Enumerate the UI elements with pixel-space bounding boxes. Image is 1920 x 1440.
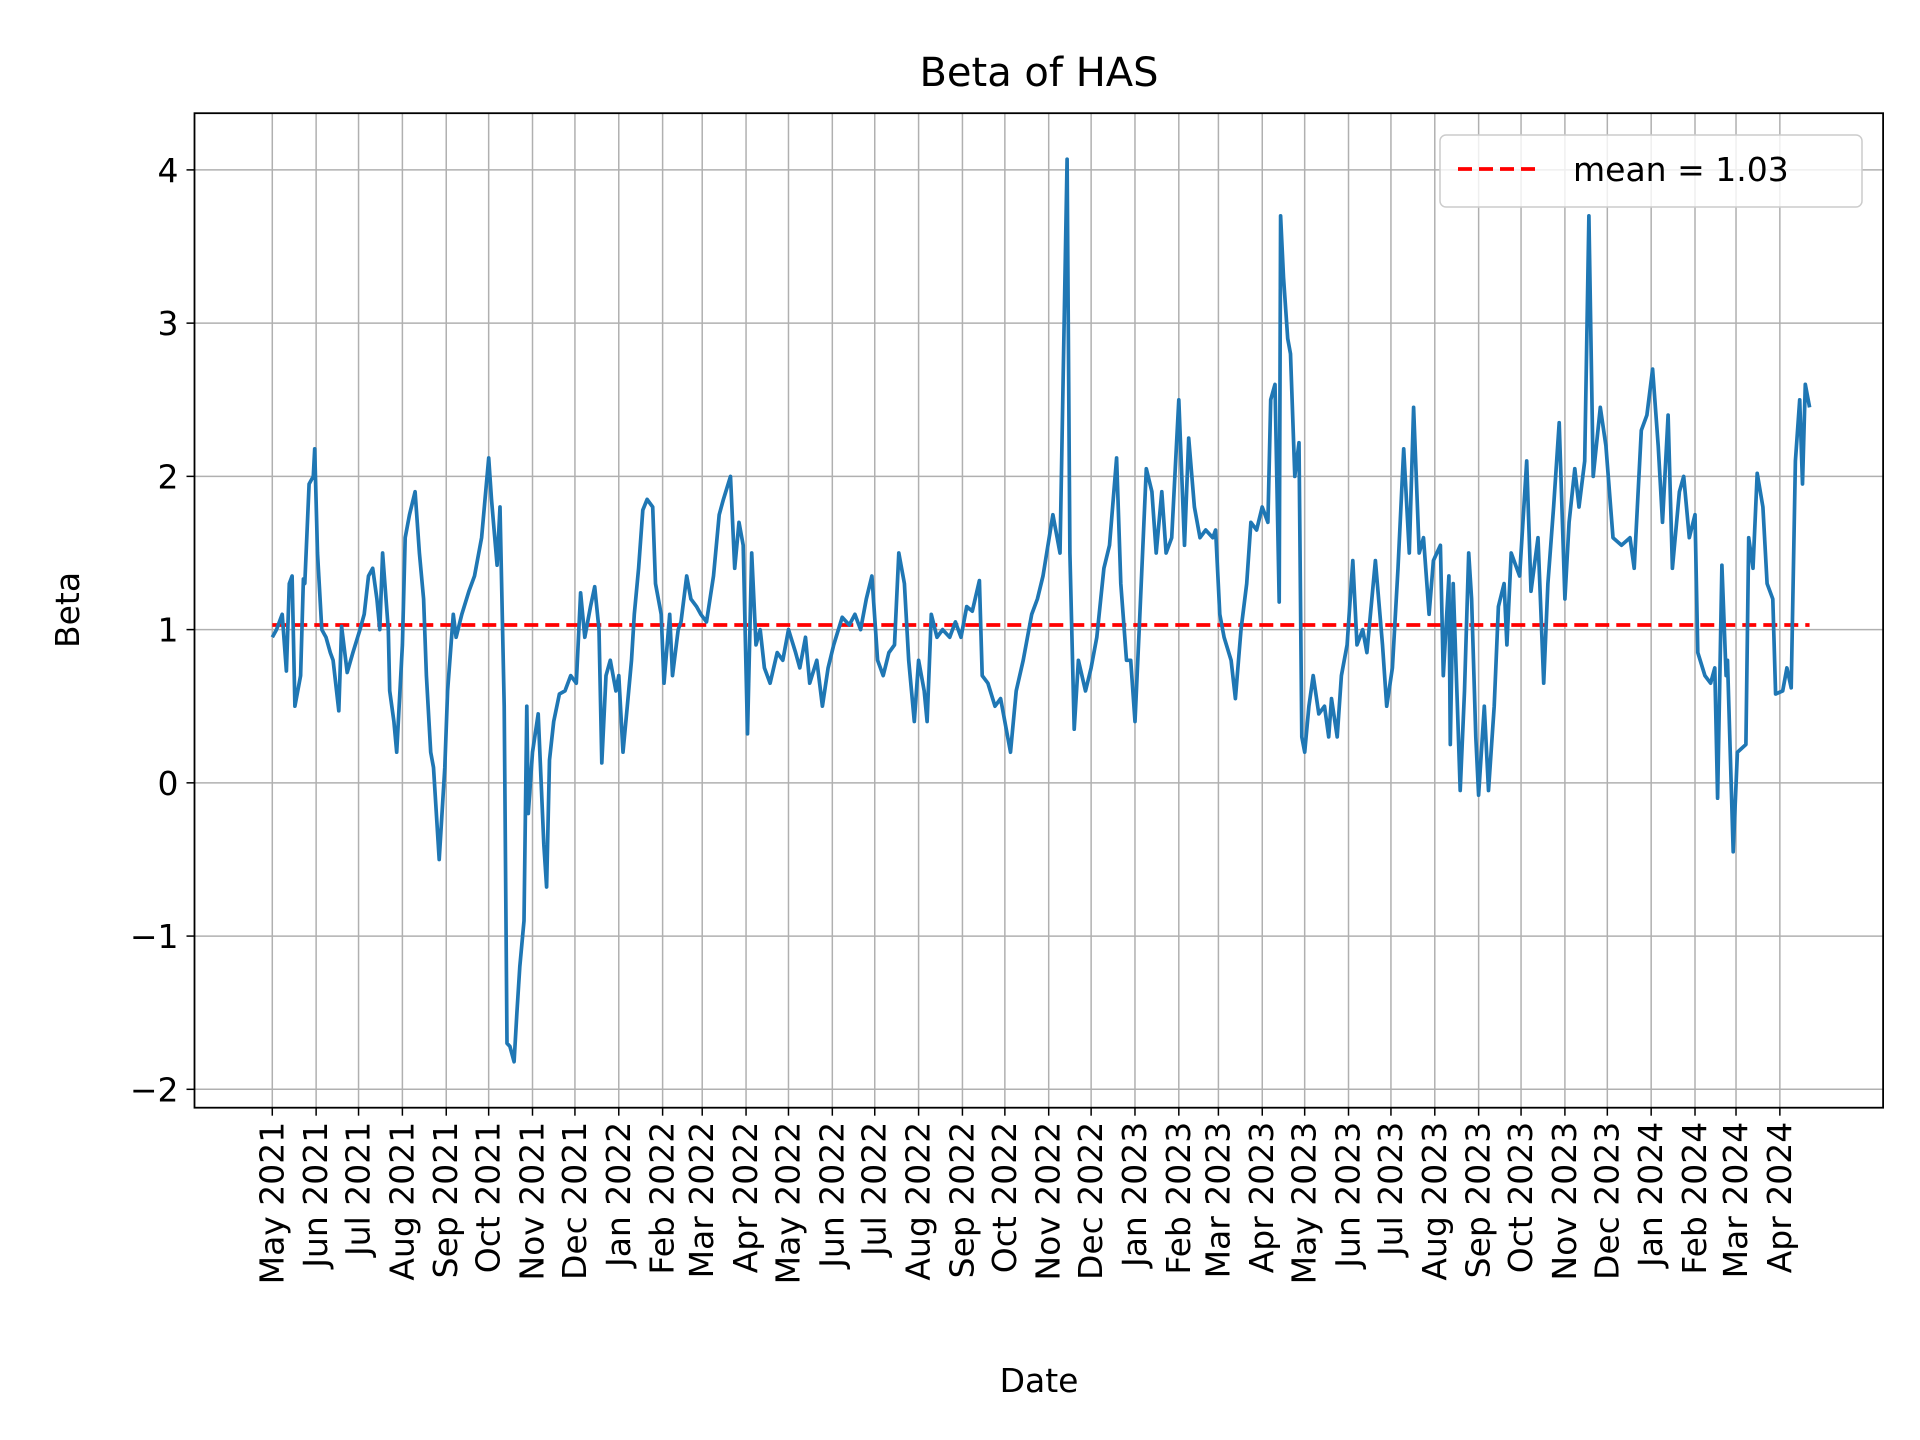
x-tick-label: Nov 2022 [1029, 1122, 1068, 1281]
y-tick-label: 3 [158, 304, 179, 343]
y-tick-label: 1 [158, 611, 179, 650]
x-tick-label: Nov 2023 [1545, 1122, 1584, 1281]
legend-box [1439, 134, 1863, 208]
y-tick-label: 4 [158, 151, 179, 190]
x-tick-label: Apr 2022 [726, 1122, 765, 1274]
x-tick-label: Jun 2021 [296, 1122, 335, 1270]
x-tick-label: May 2022 [768, 1122, 807, 1285]
y-axis-ticks: −2 −1 0 1 2 3 4 [130, 151, 195, 1109]
x-tick-label: Dec 2022 [1071, 1122, 1110, 1280]
legend: mean = 1.03 [1439, 134, 1863, 208]
x-tick-label: Dec 2021 [555, 1122, 594, 1280]
x-tick-label: Aug 2023 [1415, 1122, 1454, 1281]
x-tick-label: Jul 2021 [339, 1122, 378, 1258]
x-tick-label: Jun 2023 [1329, 1122, 1368, 1270]
y-tick-label: 2 [158, 457, 179, 496]
y-tick-label: 0 [158, 764, 179, 803]
y-tick-label: −1 [130, 917, 179, 956]
x-tick-label: Jul 2023 [1371, 1122, 1410, 1258]
x-tick-label: Sep 2023 [1459, 1122, 1498, 1279]
x-tick-label: Oct 2021 [469, 1122, 508, 1274]
x-tick-label: Mar 2024 [1716, 1122, 1755, 1279]
legend-mean-label: mean = 1.03 [1573, 150, 1789, 189]
x-tick-label: Oct 2023 [1501, 1122, 1540, 1274]
x-tick-label: Oct 2022 [985, 1122, 1024, 1274]
x-tick-label: Apr 2024 [1760, 1122, 1799, 1274]
x-tick-label: Nov 2021 [513, 1122, 552, 1281]
x-tick-label: Jun 2022 [812, 1122, 851, 1270]
x-tick-label: Aug 2022 [899, 1122, 938, 1281]
x-tick-label: Jan 2024 [1631, 1122, 1670, 1269]
x-tick-label: Apr 2023 [1242, 1122, 1281, 1274]
x-tick-label: Feb 2023 [1159, 1122, 1198, 1275]
x-tick-label: Jan 2023 [1115, 1122, 1154, 1269]
x-tick-label: Feb 2024 [1675, 1122, 1714, 1275]
x-tick-label: Mar 2023 [1198, 1122, 1237, 1279]
x-tick-label: Jul 2022 [855, 1122, 894, 1258]
x-tick-label: Sep 2022 [942, 1122, 981, 1279]
x-tick-label: Feb 2022 [643, 1122, 682, 1275]
x-tick-label: Aug 2021 [382, 1122, 421, 1281]
x-tick-label: Jan 2022 [599, 1122, 638, 1269]
y-tick-label: −2 [130, 1070, 179, 1109]
axes-frame [193, 112, 1884, 1109]
x-tick-label: Sep 2021 [426, 1122, 465, 1279]
y-axis-label: Beta [48, 572, 87, 648]
x-tick-label: May 2021 [252, 1122, 291, 1285]
x-axis-ticks: May 2021 Jun 2021 Jul 2021 Aug 2021 Sep 2021… [252, 1107, 1799, 1285]
beta-series-line [270, 157, 1812, 1064]
x-tick-label: Mar 2022 [682, 1122, 721, 1279]
x-axis-label: Date [1000, 1361, 1079, 1400]
chart-title: Beta of HAS [919, 50, 1158, 96]
x-tick-label: May 2023 [1285, 1122, 1324, 1285]
x-tick-label: Dec 2023 [1587, 1122, 1626, 1280]
